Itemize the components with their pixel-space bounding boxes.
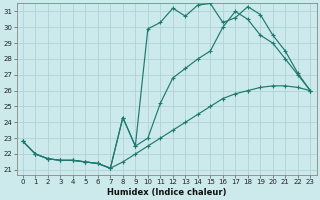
X-axis label: Humidex (Indice chaleur): Humidex (Indice chaleur) — [107, 188, 226, 197]
